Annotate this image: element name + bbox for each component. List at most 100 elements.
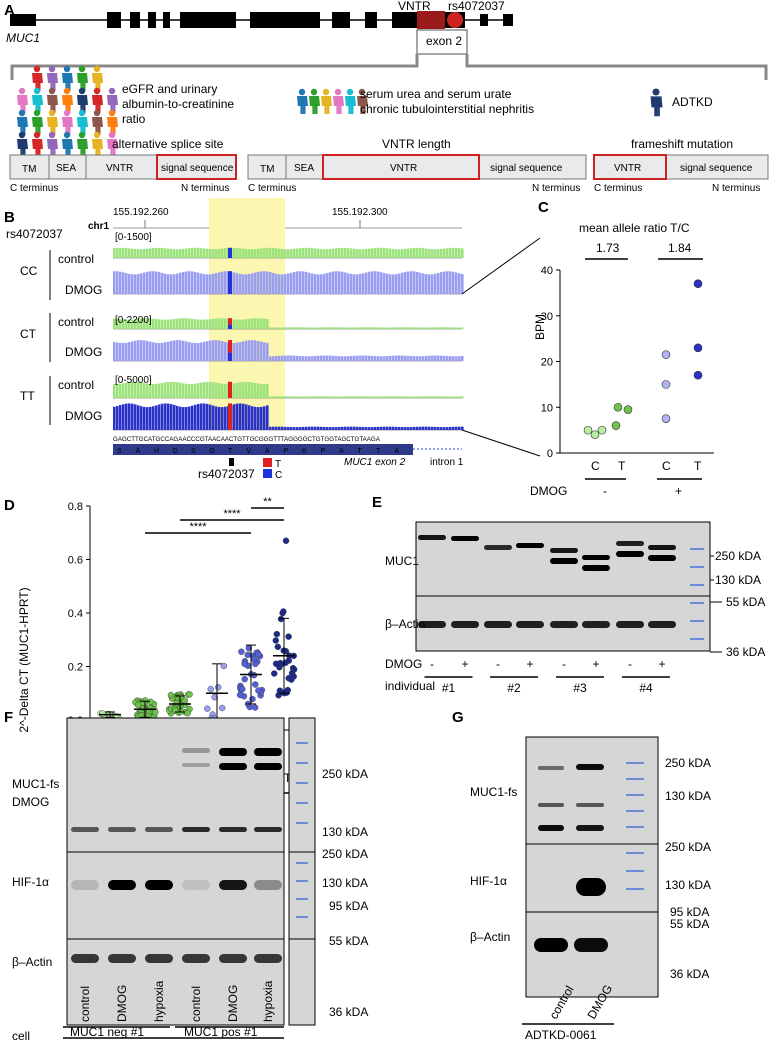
coverage-bar — [419, 327, 422, 329]
d-sig-label: **** — [223, 508, 241, 520]
coverage-bar — [200, 382, 203, 398]
coverage-bar — [134, 319, 137, 329]
coverage-bar — [293, 327, 296, 329]
coverage-bar — [134, 274, 137, 294]
coverage-bar — [299, 396, 302, 398]
coverage-bar — [122, 272, 125, 294]
coverage-bar — [323, 249, 326, 258]
f-m95: 95 kDA — [329, 899, 368, 913]
f-hif-band — [71, 880, 99, 890]
coverage-bar — [176, 249, 179, 258]
f-lane-label: DMOG — [226, 985, 240, 1022]
c-data-point — [611, 421, 621, 430]
d1-tm: TM — [22, 164, 36, 175]
c-ytick-label: 30 — [541, 311, 553, 323]
coverage-bar — [263, 342, 266, 361]
coverage-bar — [332, 327, 335, 329]
coverage-bar — [437, 327, 440, 329]
coverage-bar — [155, 247, 158, 258]
coverage-bar — [152, 384, 155, 398]
coverage-bar — [269, 272, 272, 294]
coverage-bar — [416, 327, 419, 329]
coverage-bar — [242, 341, 245, 361]
coverage-bar — [158, 383, 161, 398]
coverage-bar — [287, 273, 290, 294]
g-m95: 95 kDA — [670, 905, 709, 919]
d2-signal: signal sequence — [490, 163, 563, 174]
coverage-bar — [356, 355, 359, 361]
coverage-bar — [182, 383, 185, 398]
coverage-bar — [368, 427, 371, 430]
coverage-bar — [344, 426, 347, 430]
coverage-bar — [218, 383, 221, 398]
coverage-bar — [215, 382, 218, 398]
d3-vntr: VNTR — [614, 163, 641, 174]
coverage-bar — [311, 327, 314, 329]
coverage-bar — [182, 318, 185, 329]
coverage-bar — [359, 327, 362, 329]
coverage-bar — [164, 342, 167, 361]
d-data-point — [215, 684, 222, 691]
e-muc1-band — [451, 536, 479, 541]
f-muc1fs-band — [219, 827, 247, 832]
g-ladder-band — [626, 888, 644, 890]
c-data-point — [693, 370, 703, 380]
coverage-bar — [134, 404, 137, 430]
f-lane-label: hypoxia — [261, 980, 275, 1022]
coverage-bar — [215, 318, 218, 329]
coverage-bar — [455, 327, 458, 329]
coverage-bar — [347, 327, 350, 329]
coverage-bar — [344, 356, 347, 361]
coverage-bar — [326, 355, 329, 361]
coverage-bar — [332, 271, 335, 294]
amino-acid: T — [358, 448, 363, 455]
d-data-point — [290, 666, 298, 673]
e-muc1-band — [648, 545, 676, 550]
coverage-bar — [185, 341, 188, 361]
group2-sub: VNTR length — [382, 137, 451, 151]
e-individual: #4 — [639, 681, 653, 695]
e-muc1-band — [582, 555, 610, 560]
coverage-bar — [353, 327, 356, 329]
coverage-bar — [359, 273, 362, 294]
coverage-bar — [179, 249, 182, 258]
e-dmog-sign: + — [658, 657, 665, 671]
coverage-bar — [329, 272, 332, 294]
coverage-bar — [257, 407, 260, 430]
coverage-bar — [194, 247, 197, 258]
e-individuals: #1 #2 #3 #4 — [424, 676, 670, 695]
coverage-bar — [392, 274, 395, 294]
coverage-bar — [386, 396, 389, 398]
coverage-bar — [308, 396, 311, 398]
coverage-bar — [380, 396, 383, 398]
coverage-bar — [281, 426, 284, 430]
d-ytick-label: 0.2 — [68, 662, 83, 674]
coverage-bar — [317, 327, 320, 329]
coverage-bar — [242, 319, 245, 329]
coverage-bar — [122, 247, 125, 258]
d1-sea: SEA — [56, 163, 76, 174]
c-data-point — [693, 343, 703, 353]
g-patient: ADTKD-0061 — [525, 1028, 597, 1042]
coverage-bar — [428, 355, 431, 361]
coverage-bar — [152, 406, 155, 430]
coverage-bar — [395, 249, 398, 258]
coverage-bar — [257, 318, 260, 329]
b-snp-label: rs4072037 — [6, 227, 63, 241]
coverage-bar — [383, 396, 386, 398]
coverage-bar — [263, 318, 266, 329]
coverage-bar — [281, 248, 284, 258]
coverage-bar — [392, 248, 395, 258]
coverage-bar — [128, 342, 131, 361]
coverage-bar — [359, 249, 362, 258]
coverage-bar — [326, 327, 329, 329]
coverage-bar — [131, 319, 134, 329]
coverage-bar — [338, 247, 341, 258]
coverage-bar — [137, 273, 140, 294]
f-ladder-band — [296, 742, 308, 744]
coverage-bar — [371, 427, 374, 430]
coverage-bar — [161, 382, 164, 398]
coverage-bar — [242, 381, 245, 398]
coverage-bar — [362, 327, 365, 329]
